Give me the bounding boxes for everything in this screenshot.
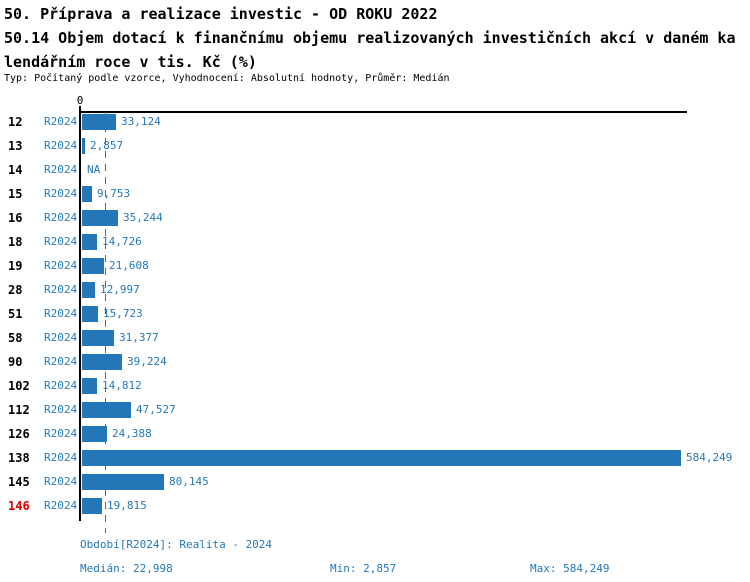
chart-row: 90 R2024 39,224 — [0, 350, 750, 374]
chart-row: 18 R2024 14,726 — [0, 230, 750, 254]
bar — [82, 402, 131, 418]
footer-period: Období[R2024]: Realita - 2024 — [80, 538, 273, 551]
chart-row: 12 R2024 33,124 — [0, 110, 750, 134]
row-series-label: R2024 — [44, 427, 78, 440]
bar-value-label: 12,997 — [100, 283, 140, 296]
row-category-label: 18 — [8, 235, 23, 249]
row-series-label: R2024 — [44, 403, 78, 416]
chart-title: 50. Příprava a realizace investic - OD R… — [4, 5, 438, 23]
y-axis-line — [79, 106, 81, 521]
row-category-label: 102 — [8, 379, 30, 393]
row-category-label: 145 — [8, 475, 30, 489]
bar-value-label: 39,224 — [127, 355, 167, 368]
chart-row: 13 R2024 2,857 — [0, 134, 750, 158]
bar-value-label: 21,608 — [109, 259, 149, 272]
bar — [82, 474, 164, 490]
chart-row: 102 R2024 14,812 — [0, 374, 750, 398]
chart-subtitle-line1: 50.14 Objem dotací k finančnímu objemu r… — [4, 29, 736, 47]
row-category-label: 28 — [8, 283, 23, 297]
chart-row: 112 R2024 47,527 — [0, 398, 750, 422]
chart-row: 138 R2024 584,249 — [0, 446, 750, 470]
bar — [82, 234, 97, 250]
row-series-label: R2024 — [44, 235, 78, 248]
bar-value-label: 14,812 — [102, 379, 142, 392]
row-series-label: R2024 — [44, 259, 78, 272]
bar-value-label: 15,723 — [103, 307, 143, 320]
bar — [82, 498, 102, 514]
row-category-label: 15 — [8, 187, 23, 201]
bar-value-label: 33,124 — [121, 115, 161, 128]
bar — [82, 210, 118, 226]
bar — [82, 258, 104, 274]
footer-max: Max: 584,249 — [530, 562, 610, 575]
bar-value-label: 584,249 — [686, 451, 733, 464]
chart-row: 19 R2024 21,608 — [0, 254, 750, 278]
row-series-label: R2024 — [44, 187, 78, 200]
row-series-label: R2024 — [44, 331, 78, 344]
row-category-label: 12 — [8, 115, 23, 129]
row-category-label: 14 — [8, 163, 23, 177]
bar — [82, 378, 97, 394]
chart-row: 16 R2024 35,244 — [0, 206, 750, 230]
axis-zero-label: 0 — [76, 94, 84, 107]
row-series-label: R2024 — [44, 115, 78, 128]
chart-row: 146 R2024 19,815 — [0, 494, 750, 518]
row-category-label: 51 — [8, 307, 23, 321]
row-series-label: R2024 — [44, 283, 78, 296]
row-series-label: R2024 — [44, 139, 78, 152]
bar-value-label: 19,815 — [107, 499, 147, 512]
bar — [82, 450, 681, 466]
footer-median: Medián: 22,998 — [80, 562, 173, 575]
row-series-label: R2024 — [44, 163, 78, 176]
bar — [82, 426, 107, 442]
row-category-label: 58 — [8, 331, 23, 345]
bar-value-label: 24,388 — [112, 427, 152, 440]
row-series-label: R2024 — [44, 451, 78, 464]
row-series-label: R2024 — [44, 355, 78, 368]
bar — [82, 114, 116, 130]
row-category-label: 90 — [8, 355, 23, 369]
bar-value-label: NA — [87, 163, 101, 176]
row-category-label: 19 — [8, 259, 23, 273]
footer-min: Min: 2,857 — [330, 562, 397, 575]
row-category-label: 16 — [8, 211, 23, 225]
bar-value-label: 9,753 — [97, 187, 131, 200]
x-axis-line — [80, 111, 687, 113]
chart-row: 51 R2024 15,723 — [0, 302, 750, 326]
bar-value-label: 31,377 — [119, 331, 159, 344]
chart-row: 145 R2024 80,145 — [0, 470, 750, 494]
row-series-label: R2024 — [44, 307, 78, 320]
bar — [82, 354, 122, 370]
chart-meta-info: Typ: Počítaný podle vzorce, Vyhodnocení:… — [4, 73, 450, 84]
row-series-label: R2024 — [44, 475, 78, 488]
bar-value-label: 14,726 — [102, 235, 142, 248]
row-category-label: 13 — [8, 139, 23, 153]
chart-row: 15 R2024 9,753 — [0, 182, 750, 206]
chart-row: 14 R2024 NA — [0, 158, 750, 182]
bar-value-label: 2,857 — [90, 139, 124, 152]
bar — [82, 138, 85, 154]
row-category-label: 146 — [8, 499, 30, 513]
chart-row: 126 R2024 24,388 — [0, 422, 750, 446]
bar-value-label: 80,145 — [169, 475, 209, 488]
bar — [82, 306, 98, 322]
row-category-label: 126 — [8, 427, 30, 441]
bar — [82, 330, 114, 346]
median-line — [105, 112, 106, 533]
chart-subtitle-line2: lendářním roce v tis. Kč (%) — [4, 53, 257, 71]
bar-chart: 12 R2024 33,124 13 R2024 2,857 14 R2024 NA 15 R202… — [0, 110, 750, 518]
bar — [82, 282, 95, 298]
bar-value-label: 47,527 — [136, 403, 176, 416]
chart-row: 58 R2024 31,377 — [0, 326, 750, 350]
row-category-label: 138 — [8, 451, 30, 465]
bar — [82, 186, 92, 202]
row-series-label: R2024 — [44, 379, 78, 392]
bar-value-label: 35,244 — [123, 211, 163, 224]
row-category-label: 112 — [8, 403, 30, 417]
row-series-label: R2024 — [44, 499, 78, 512]
row-series-label: R2024 — [44, 211, 78, 224]
chart-row: 28 R2024 12,997 — [0, 278, 750, 302]
